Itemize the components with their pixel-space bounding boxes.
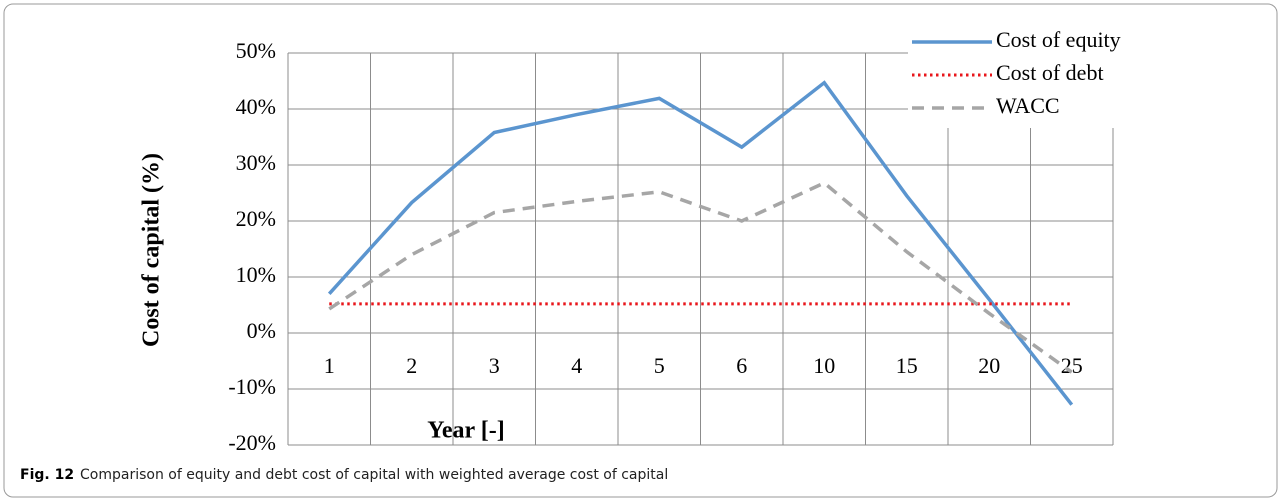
x-tick-label: 5 [654,353,665,378]
series-line [327,80,1074,406]
y-tick-label: 40% [236,94,276,119]
x-tick-label: 20 [978,353,1000,378]
y-tick-label: 50% [236,38,276,63]
legend-box [908,16,1170,128]
y-tick-label: 0% [247,318,276,343]
x-tick-label: 25 [1061,353,1083,378]
y-axis-label: Cost of capital (%) [139,153,165,347]
y-tick-label: 30% [236,150,276,175]
x-tick-label: 15 [896,353,918,378]
x-tick-label: 1 [324,353,335,378]
x-tick-label: 6 [736,353,747,378]
y-tick-label: 20% [236,206,276,231]
y-tick-label: 10% [236,262,276,287]
series-line [328,180,1073,374]
legend-label: WACC [996,93,1060,118]
y-tick-label: -10% [228,374,276,399]
caption-label: Fig. 12 [20,467,74,483]
caption-text: Comparison of equity and debt cost of ca… [80,467,668,483]
x-tick-label: 10 [813,353,835,378]
x-tick-label: 3 [489,353,500,378]
x-axis-label: Year [-] [427,418,505,444]
x-tick-label: 2 [406,353,417,378]
x-tick-label: 4 [571,353,582,378]
legend-label: Cost of equity [996,27,1121,52]
legend-label: Cost of debt [996,60,1104,85]
y-tick-label: -20% [228,430,276,455]
